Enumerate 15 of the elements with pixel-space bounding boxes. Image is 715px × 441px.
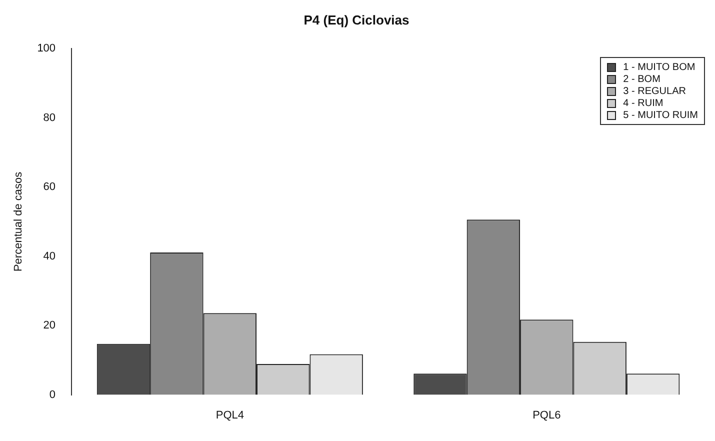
y-tick-label: 100: [37, 42, 56, 55]
chart-title: P4 (Eq) Ciclovias: [304, 12, 410, 28]
x-tick-label: PQL4: [216, 409, 244, 422]
legend-label: 2 - BOM: [623, 74, 660, 84]
legend-label: 1 - MUITO BOM: [623, 62, 696, 72]
legend-label: 3 - REGULAR: [623, 86, 686, 96]
y-tick-label: 60: [43, 181, 56, 194]
y-axis-title: Percentual de casos: [12, 171, 25, 272]
x-tick-label: PQL6: [532, 409, 561, 422]
y-tick-label: 80: [43, 112, 56, 124]
legend-label: 5 - MUITO RUIM: [623, 110, 698, 120]
y-tick-label: 0: [49, 388, 56, 401]
legend-label: 4 - RUIM: [623, 98, 664, 108]
y-tick-label: 20: [43, 320, 56, 332]
y-tick-label: 40: [43, 250, 56, 262]
